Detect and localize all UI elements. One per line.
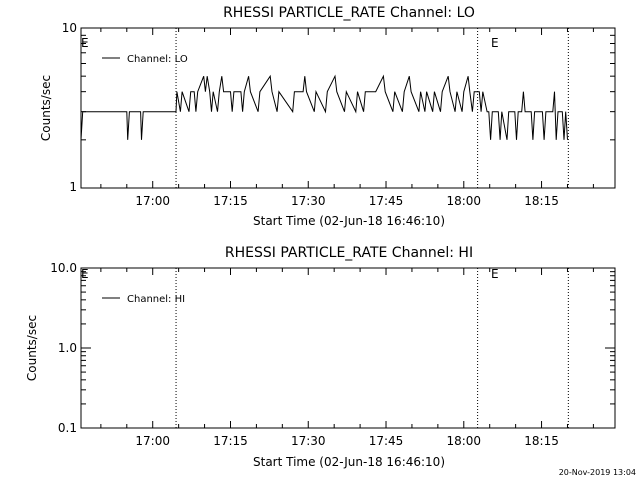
panel-hi-xtick-label: 18:00 [446,434,481,448]
panel-hi-frame [80,267,616,429]
panel-lo-event-label: E [491,36,499,50]
panel-lo-ytick-label: 1 [69,180,77,194]
panel-lo-xtick-label: 17:15 [213,194,248,208]
panel-lo-x-axis: 17:00 17:15 17:30 17:45 18:00 18:15 [100,28,594,208]
panel-hi: RHESSI PARTICLE_RATE Channel: HI 17:00 17… [25,245,616,469]
panel-lo-xtick-label: 18:15 [524,194,559,208]
panel-lo-frame [80,27,616,189]
panel-hi-y-axis [81,267,615,429]
panel-lo-xtick-label: 17:45 [369,194,404,208]
panel-hi-corner-label: E [81,267,89,281]
panel-hi-legend: Channel: HI [102,294,185,305]
panel-lo-xtick-label: 18:00 [446,194,481,208]
panel-hi-xtick-label: 17:45 [369,434,404,448]
panel-lo-xlabel: Start Time (02-Jun-18 16:46:10) [253,214,445,228]
panel-lo-xtick-label: 17:00 [135,194,170,208]
panel-hi-event-lines [175,268,569,428]
panel-lo-ytick-label: 10 [62,21,77,35]
panel-lo-title: RHESSI PARTICLE_RATE Channel: LO [223,5,475,21]
panel-hi-xtick-label: 17:00 [135,434,170,448]
panel-lo-y-axis [81,27,615,189]
panel-hi-title: RHESSI PARTICLE_RATE Channel: HI [225,245,473,261]
panel-hi-xlabel: Start Time (02-Jun-18 16:46:10) [253,455,445,469]
panel-hi-xtick-label: 17:15 [213,434,248,448]
panel-hi-ytick-label: 1.0 [58,341,77,355]
panel-lo-legend-label: Channel: LO [127,54,188,65]
panel-hi-xtick-label: 18:15 [524,434,559,448]
panel-lo-ylabel: Counts/sec [39,75,53,141]
panel-hi-x-axis: 17:00 17:15 17:30 17:45 18:00 18:15 [100,268,594,448]
panel-hi-xtick-label: 17:30 [291,434,326,448]
panel-lo-event-lines [175,28,569,188]
panel-lo-corner-label: E [81,36,89,50]
footer-timestamp: 20-Nov-2019 13:04 [559,468,636,477]
panel-hi-ytick-label: 10.0 [50,261,77,275]
panel-lo-legend: Channel: LO [102,54,188,65]
panel-hi-ylabel: Counts/sec [25,315,39,381]
panel-hi-ytick-label: 0.1 [58,421,77,435]
panel-hi-legend-label: Channel: HI [127,294,185,305]
panel-hi-event-label: E [491,267,499,281]
panel-lo-xtick-label: 17:30 [291,194,326,208]
panel-lo: RHESSI PARTICLE_RATE Channel: LO 17:00 17… [39,5,616,228]
panel-lo-series-line [80,74,568,140]
